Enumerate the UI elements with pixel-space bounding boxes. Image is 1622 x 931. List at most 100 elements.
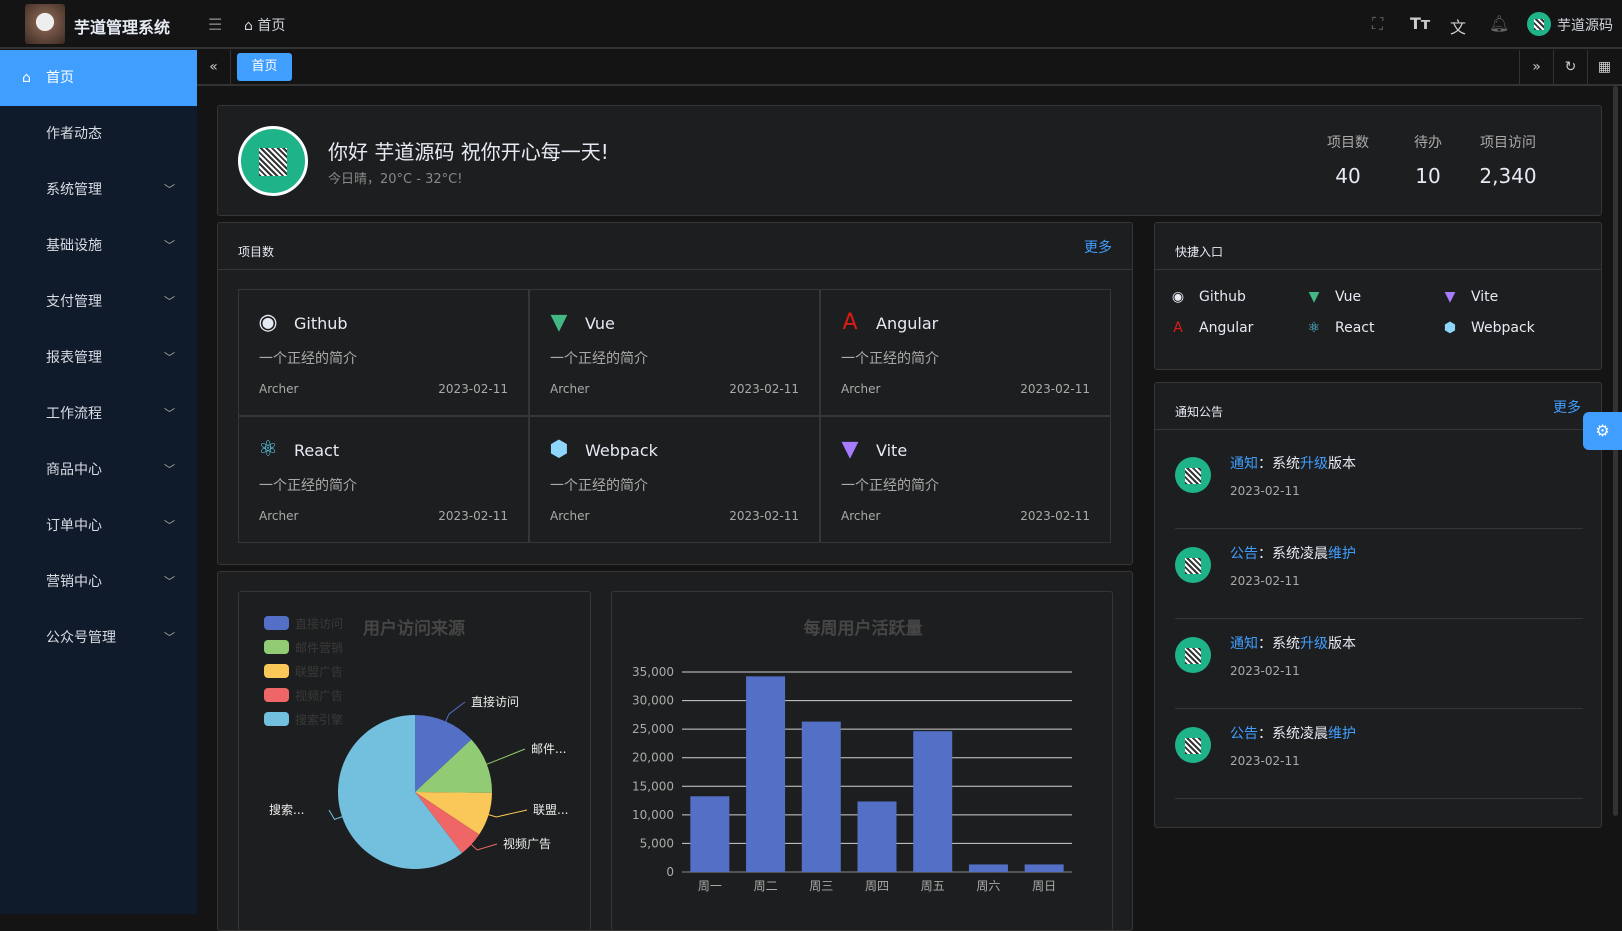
notice-item[interactable]: 通知：系统升级版本 2023-02-11: [1175, 619, 1583, 709]
notice-item[interactable]: 公告：系统凌晨维护 2023-02-11: [1175, 529, 1583, 619]
legend-label: 联盟广告: [295, 665, 343, 679]
github-icon: ◉: [258, 310, 278, 335]
app-title: 芋道管理系统: [74, 18, 171, 37]
y-tick-label: 0: [666, 865, 674, 879]
sidebar-item[interactable]: ⌂ 首页: [0, 50, 197, 106]
shortcut-label: React: [1335, 320, 1375, 336]
shortcut-link[interactable]: ▼ Vite: [1441, 289, 1499, 305]
bar: [857, 801, 897, 872]
y-tick-label: 5,000: [640, 836, 674, 850]
notice-date: 2023-02-11: [1230, 484, 1300, 498]
sidebar-item[interactable]: 基础设施 ﹀: [0, 218, 197, 274]
scroll-right-icon[interactable]: »: [1519, 50, 1553, 86]
project-date: 2023-02-11: [729, 382, 799, 396]
project-card[interactable]: ▼ Vite 一个正经的简介 Archer 2023-02-11: [820, 416, 1111, 543]
project-name: Angular: [876, 314, 939, 333]
bar: [913, 731, 953, 872]
sidebar-item-label: 公众号管理: [46, 630, 116, 646]
sidebar-item-label: 工作流程: [46, 406, 102, 422]
project-card[interactable]: ⬢ Webpack 一个正经的简介 Archer 2023-02-11: [529, 416, 820, 543]
notice-item[interactable]: 通知：系统升级版本 2023-02-11: [1175, 439, 1583, 529]
notice-type: 公告: [1230, 546, 1258, 562]
chevron-down-icon: ﹀: [164, 463, 175, 476]
notice-pre: 系统凌晨: [1272, 726, 1328, 742]
notice-item[interactable]: 公告：系统凌晨维护 2023-02-11: [1175, 709, 1583, 799]
vue-icon: ▼: [1308, 289, 1320, 305]
project-desc: 一个正经的简介: [550, 351, 648, 367]
chevron-down-icon: ﹀: [164, 183, 175, 196]
slice-label: 直接访问: [471, 694, 519, 709]
bar-chart-card: 每周用户活跃量 0 5,000 10,000 15,000 20,000 25,000 30,…: [611, 591, 1113, 931]
shortcut-link[interactable]: A Angular: [1169, 320, 1253, 336]
legend-label: 视频广告: [295, 688, 343, 703]
notices-more-link[interactable]: 更多: [1553, 400, 1581, 416]
project-card[interactable]: ⚛ React 一个正经的简介 Archer 2023-02-11: [238, 416, 529, 543]
top-header: 芋道管理系统 ☰ ⌂ 首页 ⛶ Tт 文 🔔︎ 芋道源码: [0, 0, 1622, 49]
sidebar-item[interactable]: 报表管理 ﹀: [0, 330, 197, 386]
legend-swatch: [264, 616, 289, 630]
welcome-card: 你好 芋道源码 祝你开心每一天! 今日晴，20°C - 32°C! 项目数 40 待…: [217, 105, 1602, 216]
bar: [690, 796, 730, 872]
shortcut-link[interactable]: ▼ Vue: [1305, 289, 1362, 305]
user-name[interactable]: 芋道源码: [1557, 18, 1613, 34]
scroll-left-icon[interactable]: «: [197, 50, 231, 86]
notice-pre: 系统凌晨: [1272, 546, 1328, 562]
grid-menu-icon[interactable]: ▦: [1587, 50, 1621, 86]
project-desc: 一个正经的简介: [841, 478, 939, 494]
project-card[interactable]: ◉ Github 一个正经的简介 Archer 2023-02-11: [238, 289, 529, 416]
sidebar-item[interactable]: 工作流程 ﹀: [0, 386, 197, 442]
shortcut-link[interactable]: ◉ Github: [1169, 289, 1246, 305]
chevron-down-icon: ﹀: [164, 407, 175, 420]
project-date: 2023-02-11: [1020, 382, 1090, 396]
sidebar-item[interactable]: 公众号管理 ﹀: [0, 610, 197, 666]
y-tick-label: 15,000: [632, 779, 674, 793]
sidebar-item[interactable]: 订单中心 ﹀: [0, 498, 197, 554]
translate-icon[interactable]: 文: [1450, 18, 1467, 37]
refresh-icon[interactable]: ↻: [1553, 50, 1587, 86]
bell-icon[interactable]: 🔔︎: [1489, 14, 1510, 33]
stat-label: 待办: [1414, 135, 1442, 151]
font-size-icon[interactable]: Tт: [1410, 14, 1431, 33]
angular-icon: A: [1173, 320, 1183, 336]
projects-more-link[interactable]: 更多: [1084, 240, 1112, 256]
pie-slice: [415, 792, 492, 835]
slice-label: 联盟...: [533, 803, 568, 817]
legend-swatch: [264, 664, 289, 678]
project-desc: 一个正经的简介: [841, 351, 939, 367]
stat-value: 2,340: [1479, 164, 1537, 188]
scrollbar[interactable]: [1613, 86, 1618, 816]
weather: 今日晴，20°C - 32°C!: [328, 172, 463, 187]
shortcut-link[interactable]: ⚛ React: [1305, 320, 1375, 336]
tab-bar: « 首页 » ↻ ▦: [197, 50, 1622, 86]
shortcut-label: Vue: [1335, 289, 1362, 305]
user-avatar[interactable]: [1527, 12, 1551, 36]
sidebar-item-label: 订单中心: [46, 518, 102, 534]
shortcut-link[interactable]: ⬢ Webpack: [1441, 320, 1535, 336]
sidebar-item[interactable]: 作者动态: [0, 106, 197, 162]
settings-gear-icon[interactable]: ⚙: [1583, 412, 1622, 450]
pie-slice: [338, 715, 462, 869]
sidebar-item[interactable]: 支付管理 ﹀: [0, 274, 197, 330]
project-card[interactable]: A Angular 一个正经的简介 Archer 2023-02-11: [820, 289, 1111, 416]
tab-home[interactable]: 首页: [237, 53, 292, 81]
notice-hl: 升级: [1300, 636, 1328, 652]
fullscreen-icon[interactable]: ⛶: [1372, 14, 1384, 33]
webpack-icon: ⬢: [549, 437, 569, 462]
project-card[interactable]: ▼ Vue 一个正经的简介 Archer 2023-02-11: [529, 289, 820, 416]
collapse-menu-icon[interactable]: ☰: [208, 15, 223, 34]
notice-date: 2023-02-11: [1230, 664, 1300, 678]
legend-swatch: [264, 688, 289, 702]
x-tick-label: 周二: [754, 879, 778, 893]
react-icon: ⚛: [1307, 320, 1321, 336]
sidebar-item[interactable]: 商品中心 ﹀: [0, 442, 197, 498]
slice-leader-line: [328, 809, 343, 820]
sidebar-item[interactable]: 营销中心 ﹀: [0, 554, 197, 610]
breadcrumb[interactable]: ⌂ 首页: [244, 18, 286, 34]
project-name: Vite: [876, 441, 908, 460]
notice-avatar: [1175, 457, 1211, 493]
sidebar-item[interactable]: 系统管理 ﹀: [0, 162, 197, 218]
project-date: 2023-02-11: [729, 509, 799, 523]
x-tick-label: 周日: [1032, 879, 1056, 893]
notice-title: 通知：系统升级版本: [1230, 633, 1356, 653]
x-tick-label: 周五: [921, 879, 945, 893]
